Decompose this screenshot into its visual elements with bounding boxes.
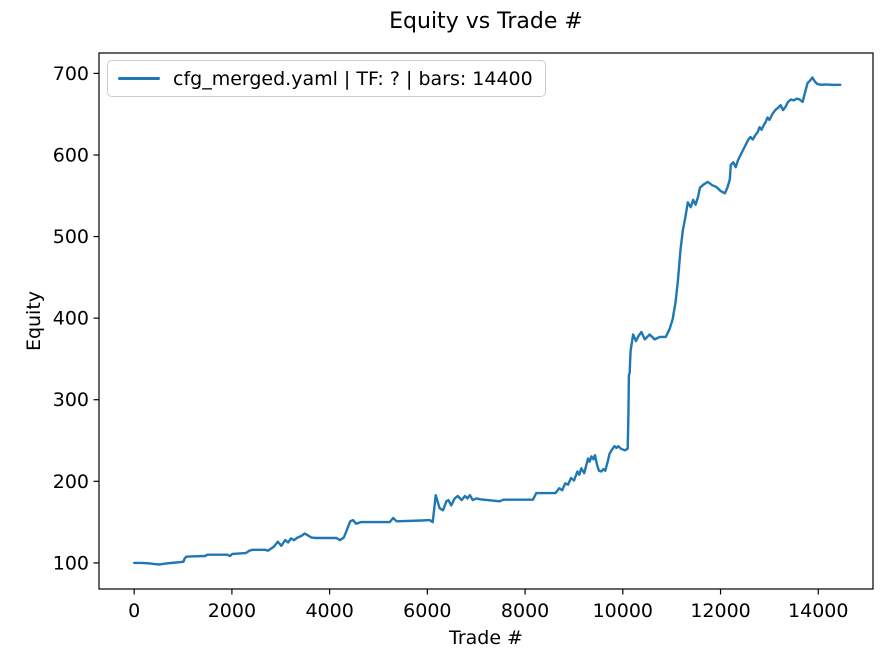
plot-border [98, 52, 874, 590]
legend-line-sample-icon [118, 76, 160, 81]
x-tick-label: 8000 [501, 600, 549, 622]
y-tick-label: 200 [53, 471, 89, 493]
x-tick-label: 2000 [208, 600, 256, 622]
x-tick-label: 4000 [305, 600, 353, 622]
equity-curve [132, 76, 842, 566]
y-tick-label: 400 [53, 308, 89, 330]
x-tick-label: 6000 [403, 600, 451, 622]
y-tick-label: 600 [53, 144, 89, 166]
x-axis-label: Trade # [449, 627, 523, 649]
x-tick-label: 14000 [788, 600, 848, 622]
y-tick-label: 300 [53, 389, 89, 411]
y-tick-label: 100 [53, 552, 89, 574]
x-tick-label: 0 [128, 600, 140, 622]
x-tick-label: 10000 [593, 600, 653, 622]
y-tick-label: 500 [53, 226, 89, 248]
legend: cfg_merged.yaml | TF: ? | bars: 14400 [107, 60, 546, 97]
chart-title: Equity vs Trade # [389, 9, 583, 34]
y-tick-label: 700 [53, 63, 89, 85]
y-axis-label: Equity [23, 290, 45, 352]
x-tick-label: 12000 [690, 600, 750, 622]
legend-series-label: cfg_merged.yaml | TF: ? | bars: 14400 [173, 67, 533, 90]
